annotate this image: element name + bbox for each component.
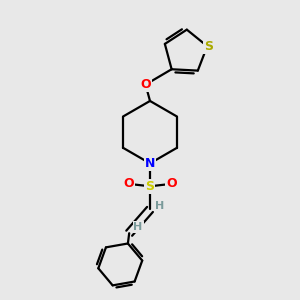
Text: O: O — [123, 177, 134, 190]
Text: S: S — [204, 40, 213, 52]
Text: H: H — [134, 222, 143, 232]
Text: S: S — [146, 180, 154, 193]
Text: H: H — [155, 201, 164, 211]
Text: O: O — [140, 78, 151, 91]
Text: N: N — [145, 157, 155, 170]
Text: O: O — [166, 177, 177, 190]
